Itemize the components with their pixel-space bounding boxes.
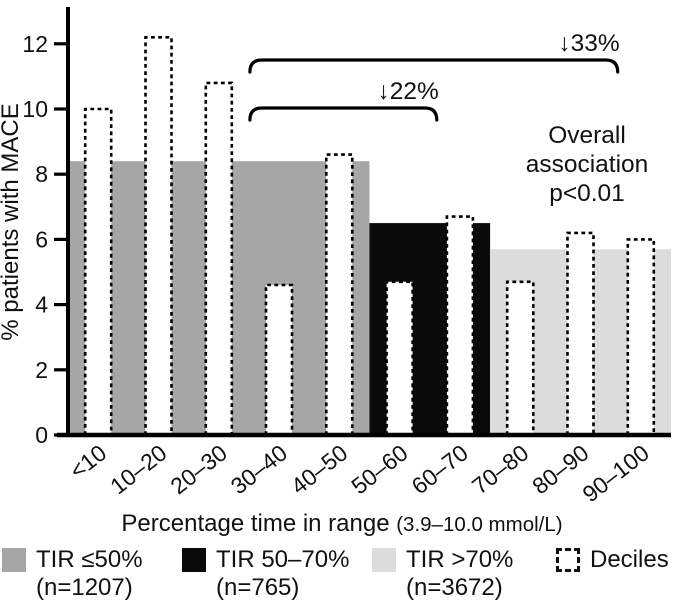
x-tick-label: 20–30 — [165, 439, 231, 499]
legend-label: TIR >70% — [406, 546, 514, 573]
y-tick-label: 6 — [35, 226, 48, 252]
y-tick-label: 2 — [35, 357, 48, 383]
y-tick-label: 10 — [22, 96, 48, 122]
bracket-label: ↓22% — [378, 78, 439, 105]
decile-bar — [505, 280, 535, 435]
x-tick-label: 90–100 — [577, 439, 653, 507]
decile-bar — [445, 215, 475, 435]
decile-bar — [204, 81, 234, 435]
y-tick-labels: 0 2 4 6 8 10 12 — [22, 31, 66, 448]
x-tick-label: 50–60 — [346, 439, 412, 499]
y-tick-label: 8 — [35, 161, 48, 187]
x-axis-title: Percentage time in range (3.9–10.0 mmol/… — [121, 510, 562, 537]
legend-swatch-dashed-icon — [556, 548, 580, 572]
decile-bar — [264, 283, 294, 435]
chart-legend: TIR ≤50% (n=1207) TIR 50–70% (n=765) TIR… — [0, 546, 678, 610]
decile-bars — [83, 36, 656, 435]
legend-item-tir-gt70: TIR >70% (n=3672) — [372, 546, 513, 602]
x-tick-labels: <1010–2020–3030–4040–5050–6060–7070–8080… — [65, 439, 654, 507]
y-axis-title: % patients with MACE — [0, 103, 24, 340]
decile-bar — [626, 238, 656, 435]
decile-bar — [144, 36, 173, 435]
mace-tir-chart: 0 2 4 6 8 10 12 <1010–2020–3030–4040–5050–6060–… — [0, 7, 671, 537]
legend-item-tir-50-70: TIR 50–70% (n=765) — [182, 546, 349, 602]
x-tick-label: <10 — [65, 439, 112, 484]
bracket — [248, 106, 439, 122]
x-tick-label: 10–20 — [105, 439, 171, 499]
y-tick-label: 0 — [35, 422, 48, 448]
legend-label: TIR ≤50% — [36, 546, 143, 573]
legend-item-tir-le50: TIR ≤50% (n=1207) — [2, 546, 143, 602]
legend-swatch-black — [182, 548, 206, 572]
note-line: association — [526, 151, 649, 178]
legend-sub-count: (n=1207) — [36, 574, 133, 601]
note-line: p<0.01 — [549, 180, 625, 207]
y-tick-label: 4 — [35, 292, 48, 318]
legend-swatch-gray — [2, 548, 26, 572]
note-line: Overall — [548, 122, 626, 149]
decile-bar — [566, 231, 595, 435]
legend-sub-count: (n=3672) — [406, 574, 503, 601]
legend-swatch-lightgray — [372, 548, 396, 572]
decile-bar — [385, 280, 414, 435]
x-tick-label: 60–70 — [407, 439, 473, 499]
legend-item-deciles: Deciles — [556, 546, 669, 574]
bracket — [248, 58, 620, 74]
x-tick-label: 70–80 — [467, 439, 533, 499]
legend-sub-count: (n=765) — [216, 574, 300, 601]
decile-bar — [83, 107, 113, 435]
y-tick-label: 12 — [22, 31, 48, 57]
legend-label: TIR 50–70% — [216, 546, 350, 573]
decile-bar — [325, 153, 354, 435]
bracket-annotations: ↓22% ↓33% — [248, 30, 620, 122]
axes — [57, 7, 671, 438]
bracket-label: ↓33% — [558, 30, 619, 57]
x-tick-label: 30–40 — [226, 439, 292, 499]
x-tick-label: 40–50 — [286, 439, 352, 499]
legend-label: Deciles — [590, 546, 669, 573]
